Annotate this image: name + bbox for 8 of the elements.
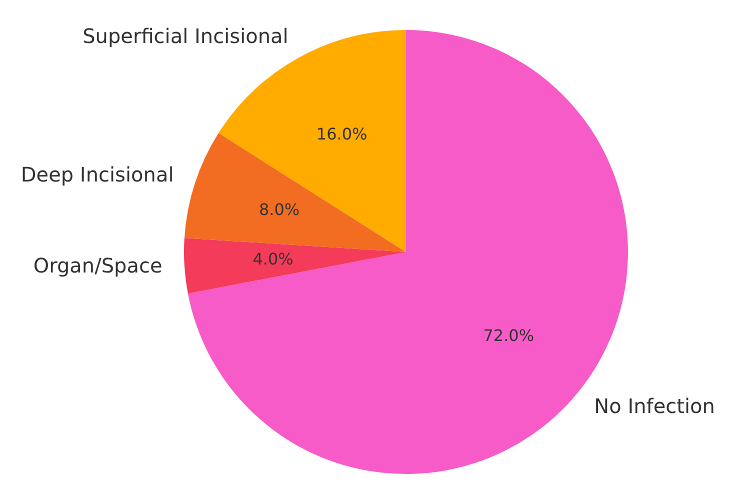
data-label: 8.0% [258,200,300,219]
slice-label: Organ/Space [33,254,162,278]
slice-label: Deep Incisional [20,162,174,187]
slice-label: Superficial Incisional [82,24,288,48]
data-label: 72.0% [483,326,534,346]
slice-label: No Infection [594,394,715,418]
data-label: 4.0% [252,250,294,269]
data-label: 16.0% [316,124,368,144]
